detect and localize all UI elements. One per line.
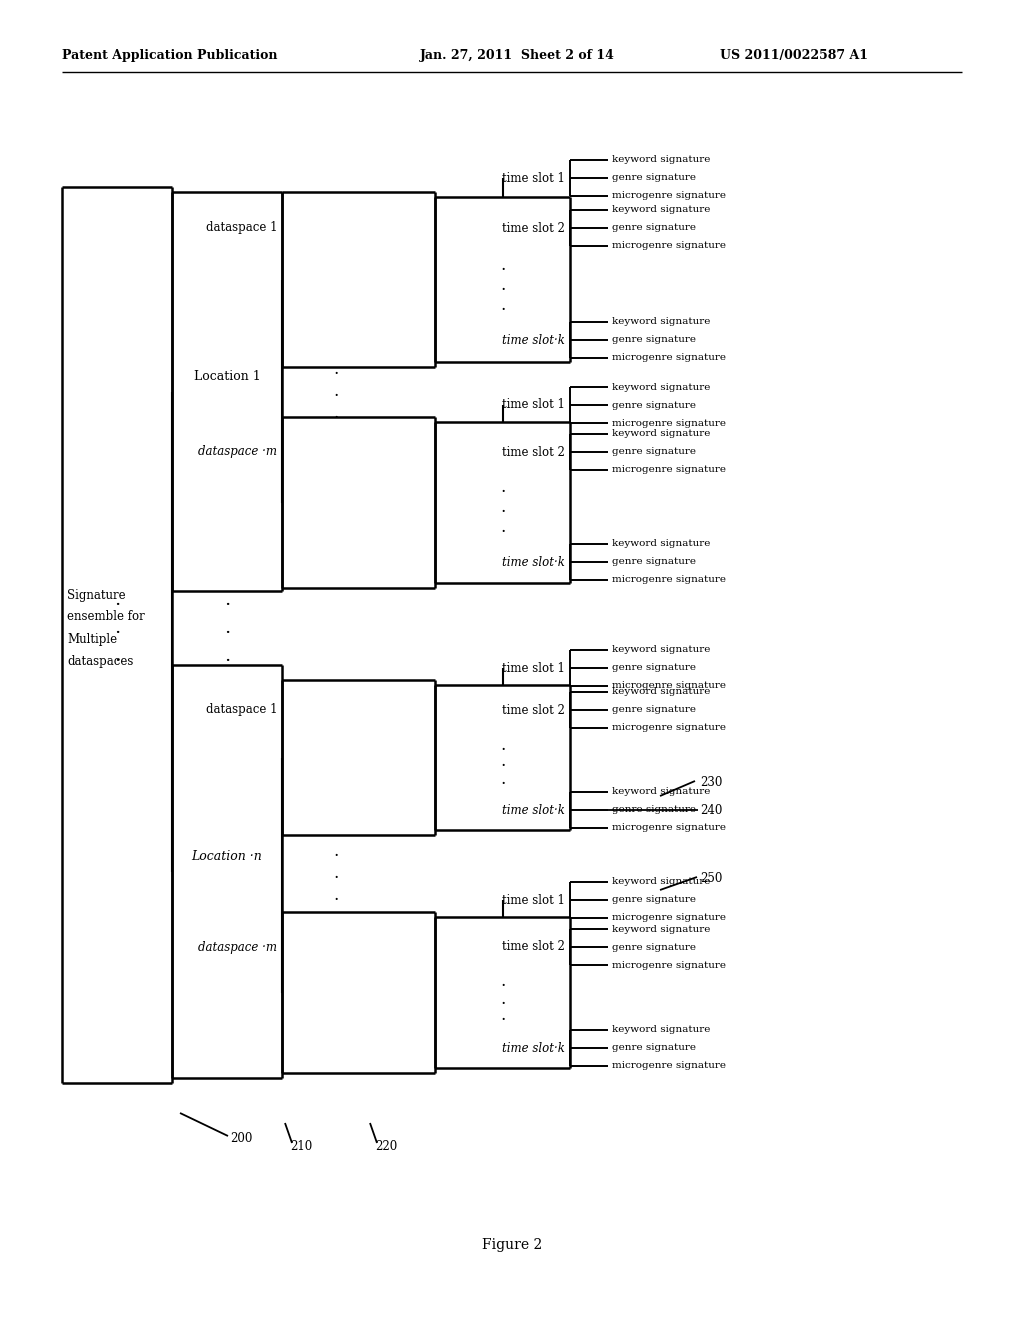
Text: .: . — [224, 647, 230, 665]
Text: .: . — [333, 405, 338, 422]
Text: genre signature: genre signature — [612, 223, 696, 232]
Text: .: . — [500, 276, 505, 293]
Text: time slot 1: time slot 1 — [502, 894, 565, 907]
Text: time slot 2: time slot 2 — [502, 940, 565, 953]
Text: 220: 220 — [375, 1139, 397, 1152]
Text: .: . — [224, 619, 230, 638]
Text: dataspace 1: dataspace 1 — [206, 704, 278, 717]
Text: Multiple: Multiple — [67, 634, 117, 647]
Text: 230: 230 — [700, 776, 722, 788]
Text: .: . — [500, 990, 505, 1007]
Text: keyword signature: keyword signature — [612, 383, 711, 392]
Text: keyword signature: keyword signature — [612, 206, 711, 214]
Text: time slot·k: time slot·k — [502, 556, 565, 569]
Text: ensemble for: ensemble for — [67, 610, 144, 623]
Text: .: . — [500, 297, 505, 314]
Text: .: . — [500, 479, 505, 496]
Text: .: . — [500, 754, 505, 771]
Text: time slot 2: time slot 2 — [502, 704, 565, 717]
Text: microgenre signature: microgenre signature — [612, 824, 726, 833]
Text: genre signature: genre signature — [612, 895, 696, 904]
Text: microgenre signature: microgenre signature — [612, 576, 726, 585]
Text: time slot·k: time slot·k — [502, 804, 565, 817]
Text: keyword signature: keyword signature — [612, 1026, 711, 1035]
Text: .: . — [500, 771, 505, 788]
Text: microgenre signature: microgenre signature — [612, 681, 726, 690]
Text: microgenre signature: microgenre signature — [612, 723, 726, 733]
Text: genre signature: genre signature — [612, 173, 696, 182]
Text: genre signature: genre signature — [612, 447, 696, 457]
Text: microgenre signature: microgenre signature — [612, 418, 726, 428]
Text: Patent Application Publication: Patent Application Publication — [62, 49, 278, 62]
Text: .: . — [333, 865, 338, 882]
Text: genre signature: genre signature — [612, 335, 696, 345]
Text: genre signature: genre signature — [612, 805, 696, 814]
Text: .: . — [500, 1007, 505, 1024]
Text: .: . — [333, 384, 338, 400]
Text: keyword signature: keyword signature — [612, 878, 711, 887]
Text: time slot 1: time slot 1 — [502, 661, 565, 675]
Text: time slot·k: time slot·k — [502, 1041, 565, 1055]
Text: genre signature: genre signature — [612, 705, 696, 714]
Text: .: . — [500, 520, 505, 536]
Text: genre signature: genre signature — [612, 664, 696, 672]
Text: time slot 1: time slot 1 — [502, 399, 565, 412]
Text: .: . — [114, 619, 120, 638]
Text: Signature: Signature — [67, 589, 126, 602]
Text: keyword signature: keyword signature — [612, 924, 711, 933]
Text: 240: 240 — [700, 804, 722, 817]
Text: time slot 1: time slot 1 — [502, 172, 565, 185]
Text: keyword signature: keyword signature — [612, 645, 711, 655]
Text: dataspace ·m: dataspace ·m — [198, 446, 278, 458]
Text: microgenre signature: microgenre signature — [612, 961, 726, 969]
Text: dataspace 1: dataspace 1 — [206, 222, 278, 235]
Text: US 2011/0022587 A1: US 2011/0022587 A1 — [720, 49, 868, 62]
Text: time slot·k: time slot·k — [502, 334, 565, 346]
Text: genre signature: genre signature — [612, 942, 696, 952]
Text: 200: 200 — [230, 1131, 252, 1144]
Text: keyword signature: keyword signature — [612, 318, 711, 326]
Text: dataspace ·m: dataspace ·m — [198, 940, 278, 953]
Text: Jan. 27, 2011  Sheet 2 of 14: Jan. 27, 2011 Sheet 2 of 14 — [420, 49, 614, 62]
Text: keyword signature: keyword signature — [612, 688, 711, 697]
Text: genre signature: genre signature — [612, 557, 696, 566]
Text: keyword signature: keyword signature — [612, 429, 711, 438]
Text: .: . — [114, 647, 120, 665]
Text: microgenre signature: microgenre signature — [612, 191, 726, 201]
Text: genre signature: genre signature — [612, 1044, 696, 1052]
Text: microgenre signature: microgenre signature — [612, 354, 726, 363]
Text: Location ·n: Location ·n — [191, 850, 262, 863]
Text: Location 1: Location 1 — [194, 370, 260, 383]
Text: Figure 2: Figure 2 — [482, 1238, 542, 1251]
Text: time slot 2: time slot 2 — [502, 222, 565, 235]
Text: keyword signature: keyword signature — [612, 540, 711, 549]
Text: microgenre signature: microgenre signature — [612, 1061, 726, 1071]
Text: genre signature: genre signature — [612, 400, 696, 409]
Text: .: . — [500, 974, 505, 990]
Text: .: . — [500, 499, 505, 516]
Text: microgenre signature: microgenre signature — [612, 466, 726, 474]
Text: microgenre signature: microgenre signature — [612, 242, 726, 251]
Text: keyword signature: keyword signature — [612, 156, 711, 165]
Text: .: . — [224, 591, 230, 609]
Text: .: . — [114, 591, 120, 609]
Text: keyword signature: keyword signature — [612, 788, 711, 796]
Text: .: . — [333, 887, 338, 904]
Text: .: . — [500, 737, 505, 754]
Text: 210: 210 — [290, 1139, 312, 1152]
Text: microgenre signature: microgenre signature — [612, 913, 726, 923]
Text: dataspaces: dataspaces — [67, 656, 133, 668]
Text: time slot 2: time slot 2 — [502, 446, 565, 458]
Text: .: . — [500, 256, 505, 273]
Text: .: . — [333, 362, 338, 379]
Text: .: . — [333, 843, 338, 861]
Text: 250: 250 — [700, 871, 722, 884]
